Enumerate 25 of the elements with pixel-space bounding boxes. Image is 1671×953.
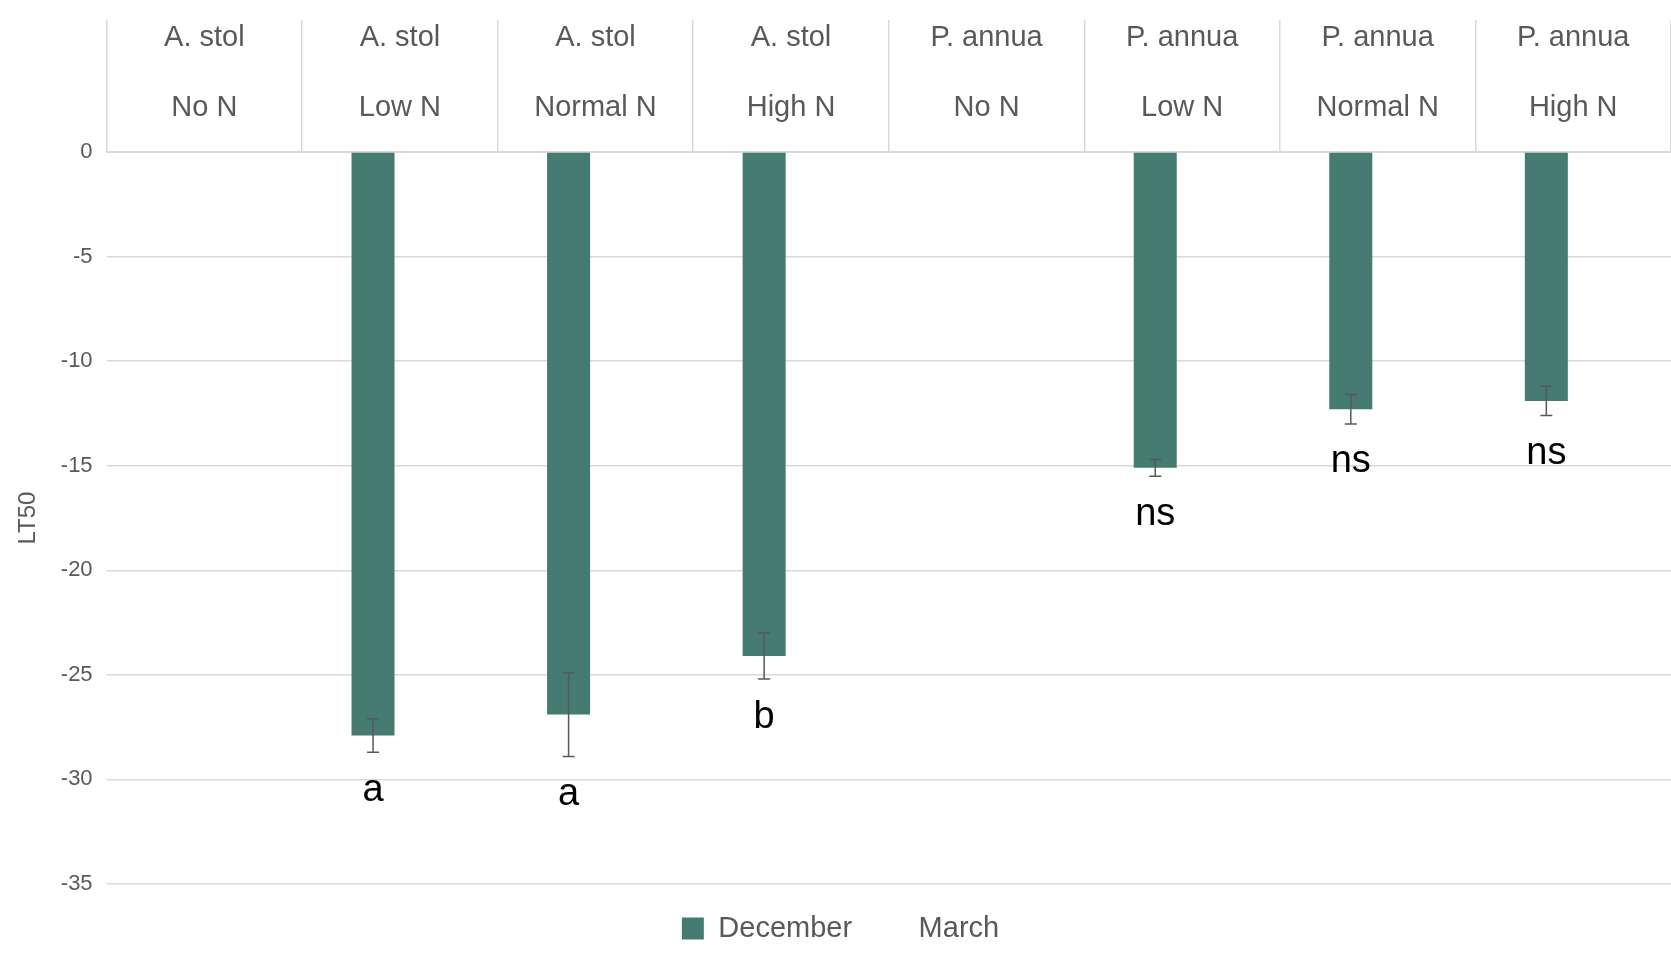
category-label: A. stol High N <box>746 20 836 122</box>
category-label: P. annua Low N <box>1125 20 1239 122</box>
y-tick-label: -25 <box>60 660 93 686</box>
category-label: P. annua Normal N <box>1316 20 1439 122</box>
annotation: a <box>558 770 581 813</box>
y-tick-label: -30 <box>60 765 93 791</box>
category-label: P. annua High N <box>1517 20 1630 122</box>
annotation: a <box>362 766 385 809</box>
annotation: ns <box>1135 490 1176 533</box>
text: March <box>918 910 1000 943</box>
legend-label: December <box>718 910 853 943</box>
y-tick-label: -15 <box>60 451 93 477</box>
y-tick-label: -35 <box>60 870 93 896</box>
annotation: ns <box>1330 438 1371 481</box>
category-label: A. stol Low N <box>358 20 442 122</box>
category-label: A. stol No N <box>164 20 245 122</box>
category-label: P. annua No N <box>930 20 1043 122</box>
y-tick-label: 0 <box>80 138 93 164</box>
y-tick-label: -10 <box>60 347 93 373</box>
y-axis-title: LT50 <box>13 491 41 545</box>
annotation: ns <box>1526 430 1567 472</box>
annotation: b <box>753 693 775 736</box>
y-tick-label: -20 <box>60 556 93 582</box>
y-tick-label: -5 <box>73 242 93 268</box>
category-label: A. stol Normal N <box>534 20 657 122</box>
